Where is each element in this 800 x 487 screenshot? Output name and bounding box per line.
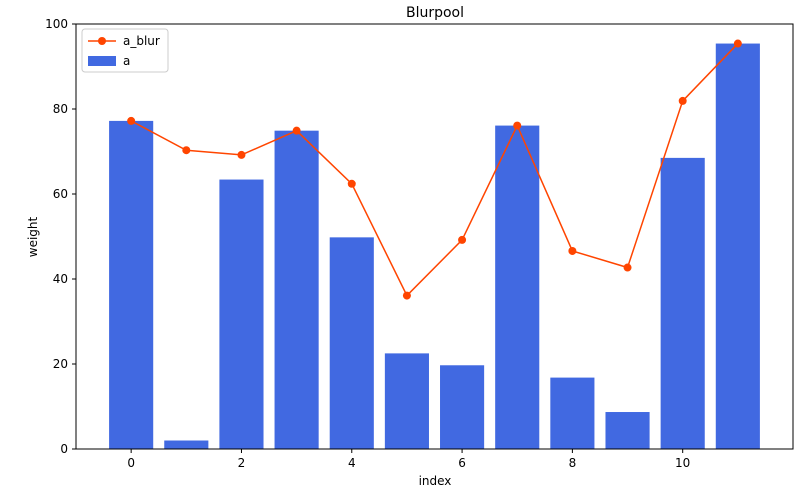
a_blur-point-6 bbox=[458, 235, 467, 244]
a_blur-point-7 bbox=[513, 121, 522, 130]
bar-6 bbox=[440, 365, 485, 449]
a_blur-point-10 bbox=[678, 96, 687, 105]
a_blur-point-9 bbox=[623, 263, 632, 272]
a_blur-point-8 bbox=[568, 246, 577, 255]
y-axis-label: weight bbox=[26, 216, 40, 257]
x-axis-label: index bbox=[419, 474, 452, 487]
bar-10 bbox=[660, 157, 705, 450]
bar-8 bbox=[550, 377, 595, 449]
legend-marker-swatch bbox=[98, 37, 106, 45]
bar-5 bbox=[384, 353, 429, 450]
x-axis-ticks: 0 2 4 6 8 10 bbox=[127, 449, 690, 470]
bar-7 bbox=[495, 125, 540, 449]
x-tick-label-10: 10 bbox=[675, 456, 690, 470]
legend-label-a_blur: a_blur bbox=[123, 34, 160, 48]
bar-9 bbox=[605, 412, 650, 449]
y-tick-label-80: 80 bbox=[53, 102, 68, 116]
bar-0 bbox=[109, 120, 154, 450]
y-tick-label-100: 100 bbox=[45, 17, 68, 31]
y-axis-ticks: 0 20 40 60 80 100 bbox=[45, 17, 76, 456]
legend-bar-swatch bbox=[88, 56, 116, 66]
a_blur-point-3 bbox=[292, 126, 301, 135]
a_blur-point-5 bbox=[402, 291, 411, 300]
x-tick-label-8: 8 bbox=[569, 456, 577, 470]
a_blur-line bbox=[130, 43, 739, 297]
a_blur-point-0 bbox=[127, 116, 136, 125]
legend: a_blur a bbox=[81, 28, 169, 73]
x-tick-label-2: 2 bbox=[238, 456, 246, 470]
y-tick-label-60: 60 bbox=[53, 187, 68, 201]
a_blur-point-11 bbox=[733, 39, 742, 48]
legend-label-a: a bbox=[123, 54, 130, 68]
bar-series-a bbox=[109, 43, 760, 450]
chart-title: Blurpool bbox=[406, 5, 464, 21]
bar-3 bbox=[274, 130, 319, 450]
x-tick-label-6: 6 bbox=[458, 456, 466, 470]
x-tick-label-4: 4 bbox=[348, 456, 356, 470]
bar-2 bbox=[219, 179, 264, 450]
a_blur-point-2 bbox=[237, 150, 246, 159]
a_blur-point-1 bbox=[182, 146, 191, 155]
y-tick-label-20: 20 bbox=[53, 357, 68, 371]
bar-4 bbox=[329, 237, 374, 449]
y-tick-label-0: 0 bbox=[60, 442, 68, 456]
a_blur-point-4 bbox=[347, 179, 356, 188]
y-tick-label-40: 40 bbox=[53, 272, 68, 286]
x-tick-label-0: 0 bbox=[127, 456, 135, 470]
bar-11 bbox=[715, 43, 760, 450]
plot-frame bbox=[75, 23, 794, 450]
bar-1 bbox=[164, 440, 209, 449]
line-series-a_blur bbox=[127, 39, 742, 300]
